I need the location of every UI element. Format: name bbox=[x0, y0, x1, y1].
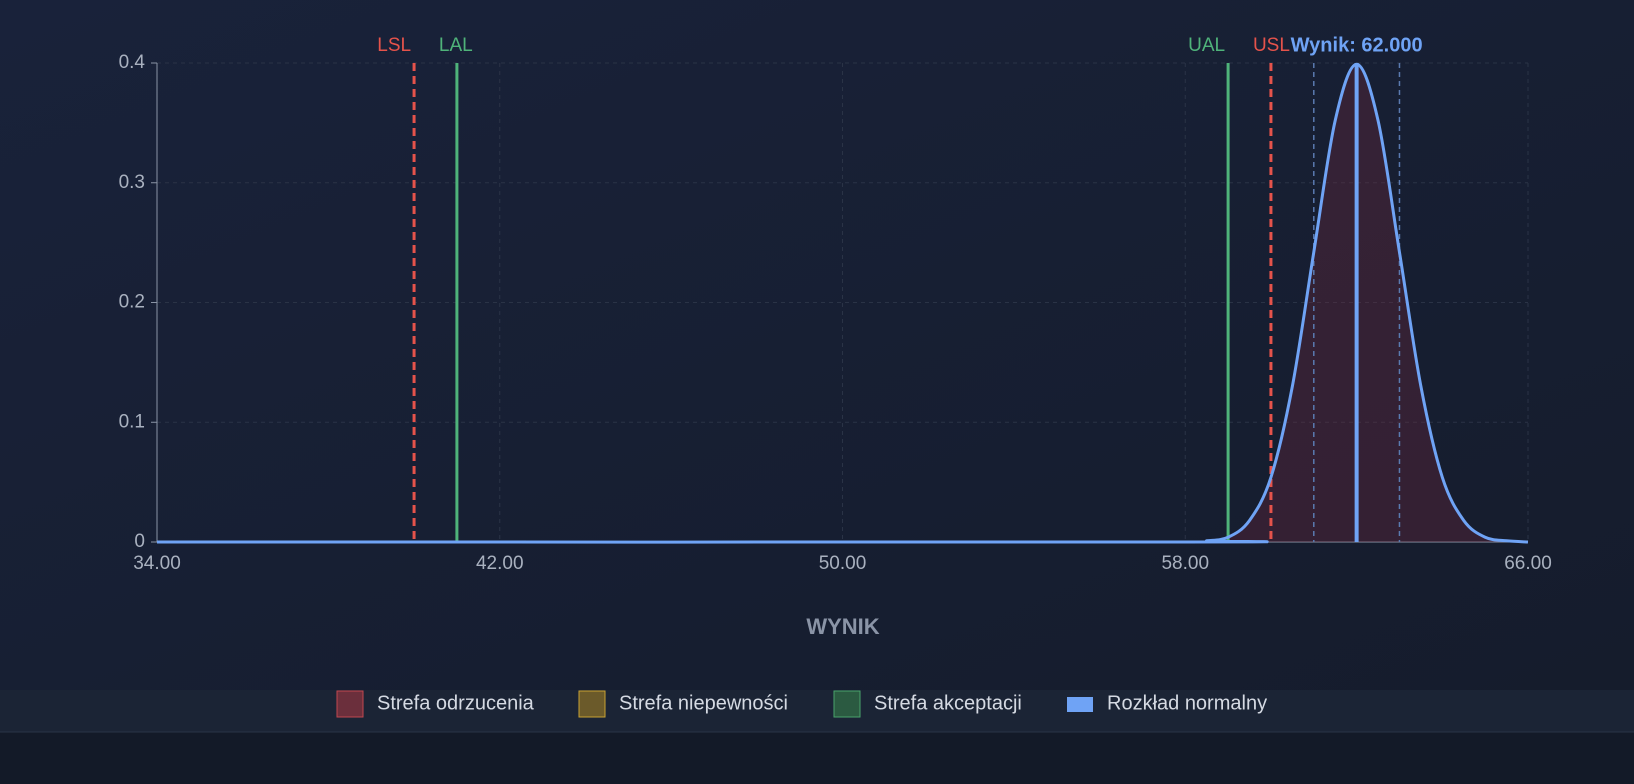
legend-swatch bbox=[578, 690, 606, 718]
legend-label: Strefa akceptacji bbox=[874, 692, 1022, 714]
x-tick-label: 58.00 bbox=[1161, 553, 1209, 574]
legend-label: Strefa odrzucenia bbox=[377, 692, 535, 714]
legend-swatch bbox=[833, 690, 861, 718]
limit-label: UAL bbox=[1188, 35, 1225, 56]
limit-label: LAL bbox=[439, 35, 473, 56]
x-tick-label: 42.00 bbox=[476, 553, 524, 574]
legend-label: Rozkład normalny bbox=[1107, 692, 1267, 714]
y-tick-label: 0.2 bbox=[119, 292, 145, 313]
panel bbox=[0, 0, 1634, 690]
x-tick-label: 66.00 bbox=[1504, 553, 1552, 574]
legend-swatch bbox=[1067, 697, 1093, 712]
limit-label: LSL bbox=[377, 35, 411, 56]
x-tick-label: 34.00 bbox=[133, 553, 181, 574]
limit-label: USL bbox=[1253, 35, 1290, 56]
legend-strip bbox=[0, 690, 1634, 732]
result-label: Wynik: 62.000 bbox=[1291, 34, 1423, 56]
y-tick-label: 0.4 bbox=[119, 52, 146, 73]
x-axis-title: WYNIK bbox=[806, 614, 879, 639]
curve bbox=[156, 62, 1529, 544]
legend-swatch bbox=[336, 690, 364, 718]
x-tick-label: 50.00 bbox=[819, 553, 867, 574]
y-tick-label: 0.1 bbox=[119, 411, 145, 432]
area bbox=[157, 64, 1528, 543]
y-tick-label: 0.3 bbox=[119, 172, 145, 193]
y-tick-label: 0 bbox=[134, 531, 145, 552]
legend-label: Strefa niepewności bbox=[619, 692, 788, 714]
